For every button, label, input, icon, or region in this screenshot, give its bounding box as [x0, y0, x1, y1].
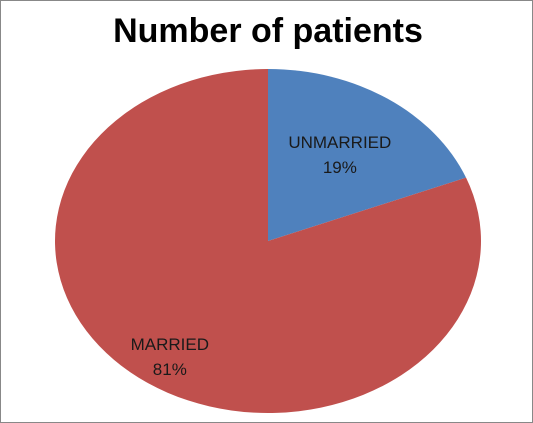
slice-label: UNMARRIED: [288, 133, 391, 152]
slice-value-label: 19%: [323, 158, 357, 177]
chart-title: Number of patients: [113, 12, 423, 50]
pie-slice: [268, 69, 467, 241]
slice-label: MARRIED: [131, 335, 209, 354]
pie-slice: [55, 69, 482, 413]
slice-value-label: 81%: [153, 360, 187, 379]
